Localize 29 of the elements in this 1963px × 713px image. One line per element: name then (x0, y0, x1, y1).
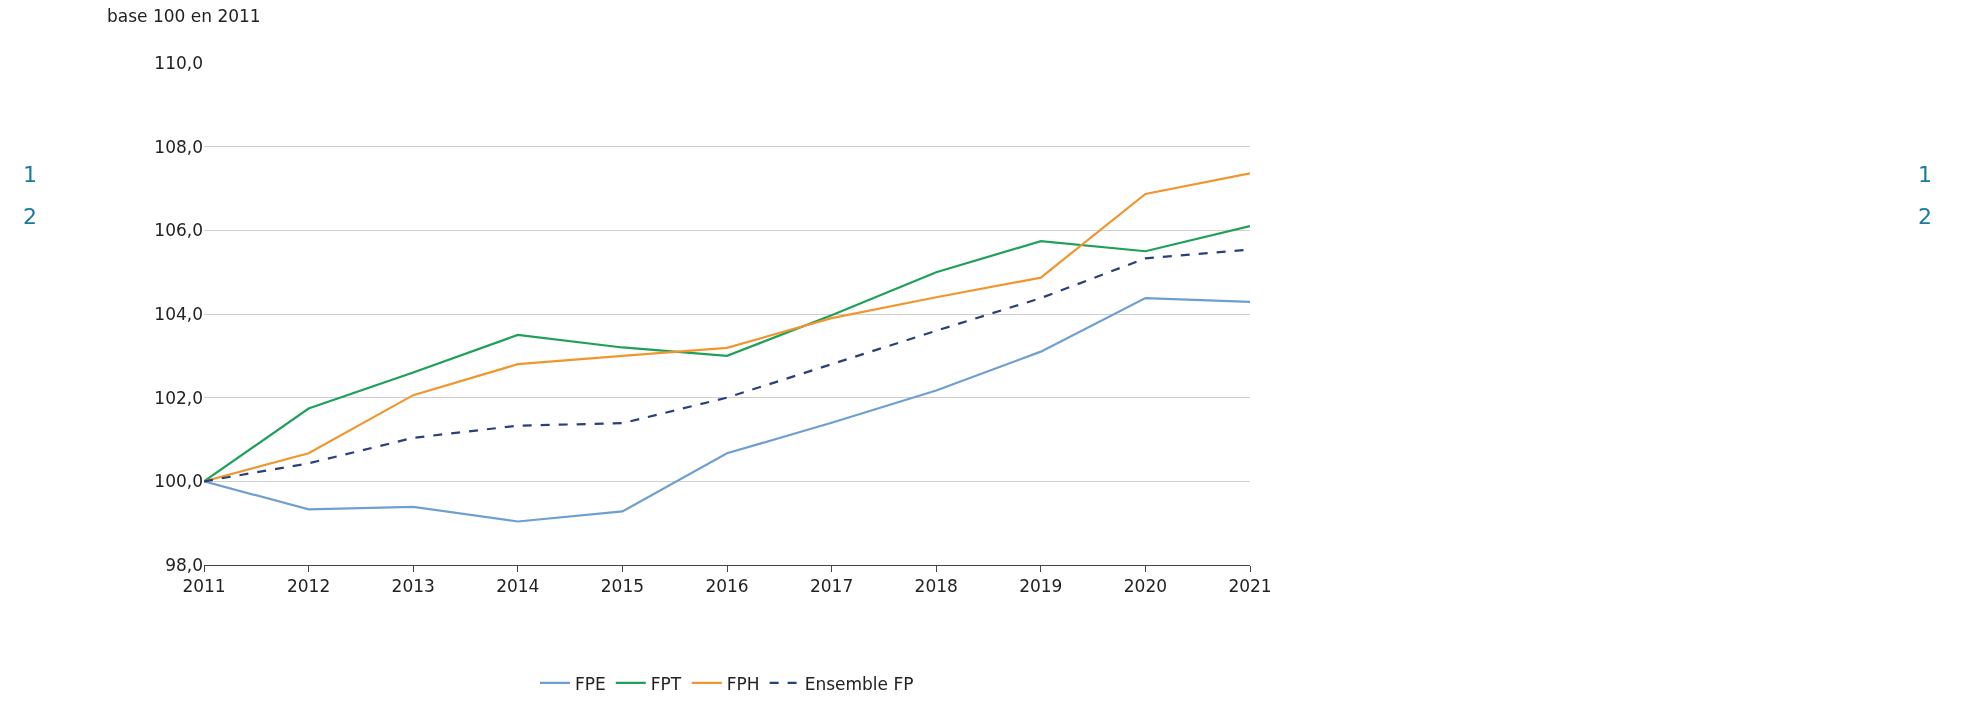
y-tick-label: 108,0 (154, 136, 203, 157)
line-series (204, 297, 1250, 523)
x-tick-label: 2020 (1123, 576, 1168, 597)
x-tick-label: 2016 (705, 576, 749, 597)
y-tick-label: 98,0 (165, 554, 203, 575)
legend-label: Ensemble FP (804, 673, 914, 694)
legend-label: FPH (726, 673, 760, 694)
y-tick-label: 102,0 (154, 387, 203, 408)
text: 1 (1918, 162, 1932, 187)
x-tick-label: 2021 (1228, 576, 1272, 597)
line-series (204, 172, 1250, 483)
legend-label: FPT (650, 673, 682, 694)
x-tick-label: 2015 (600, 576, 645, 597)
x-tick-label: 2017 (809, 576, 854, 597)
x-tick-label: 2011 (182, 576, 226, 597)
y-tick-label: 106,0 (154, 220, 203, 241)
y-tick-label: 110,0 (154, 52, 203, 73)
text: 1 (23, 162, 37, 187)
x-tick-label: 2019 (1019, 576, 1063, 597)
y-tick-label: 100,0 (154, 471, 203, 492)
y-tick-label: 104,0 (154, 303, 203, 324)
text: 2 (23, 204, 37, 229)
text: 2 (1918, 204, 1932, 229)
x-tick-label: 2014 (496, 576, 540, 597)
x-tick-label: 2013 (391, 576, 435, 597)
y-axis-title: base 100 en 2011 (107, 6, 261, 26)
x-tick-label: 2018 (914, 576, 958, 597)
legend-label: FPE (575, 673, 606, 694)
x-tick-label: 2012 (286, 576, 331, 597)
